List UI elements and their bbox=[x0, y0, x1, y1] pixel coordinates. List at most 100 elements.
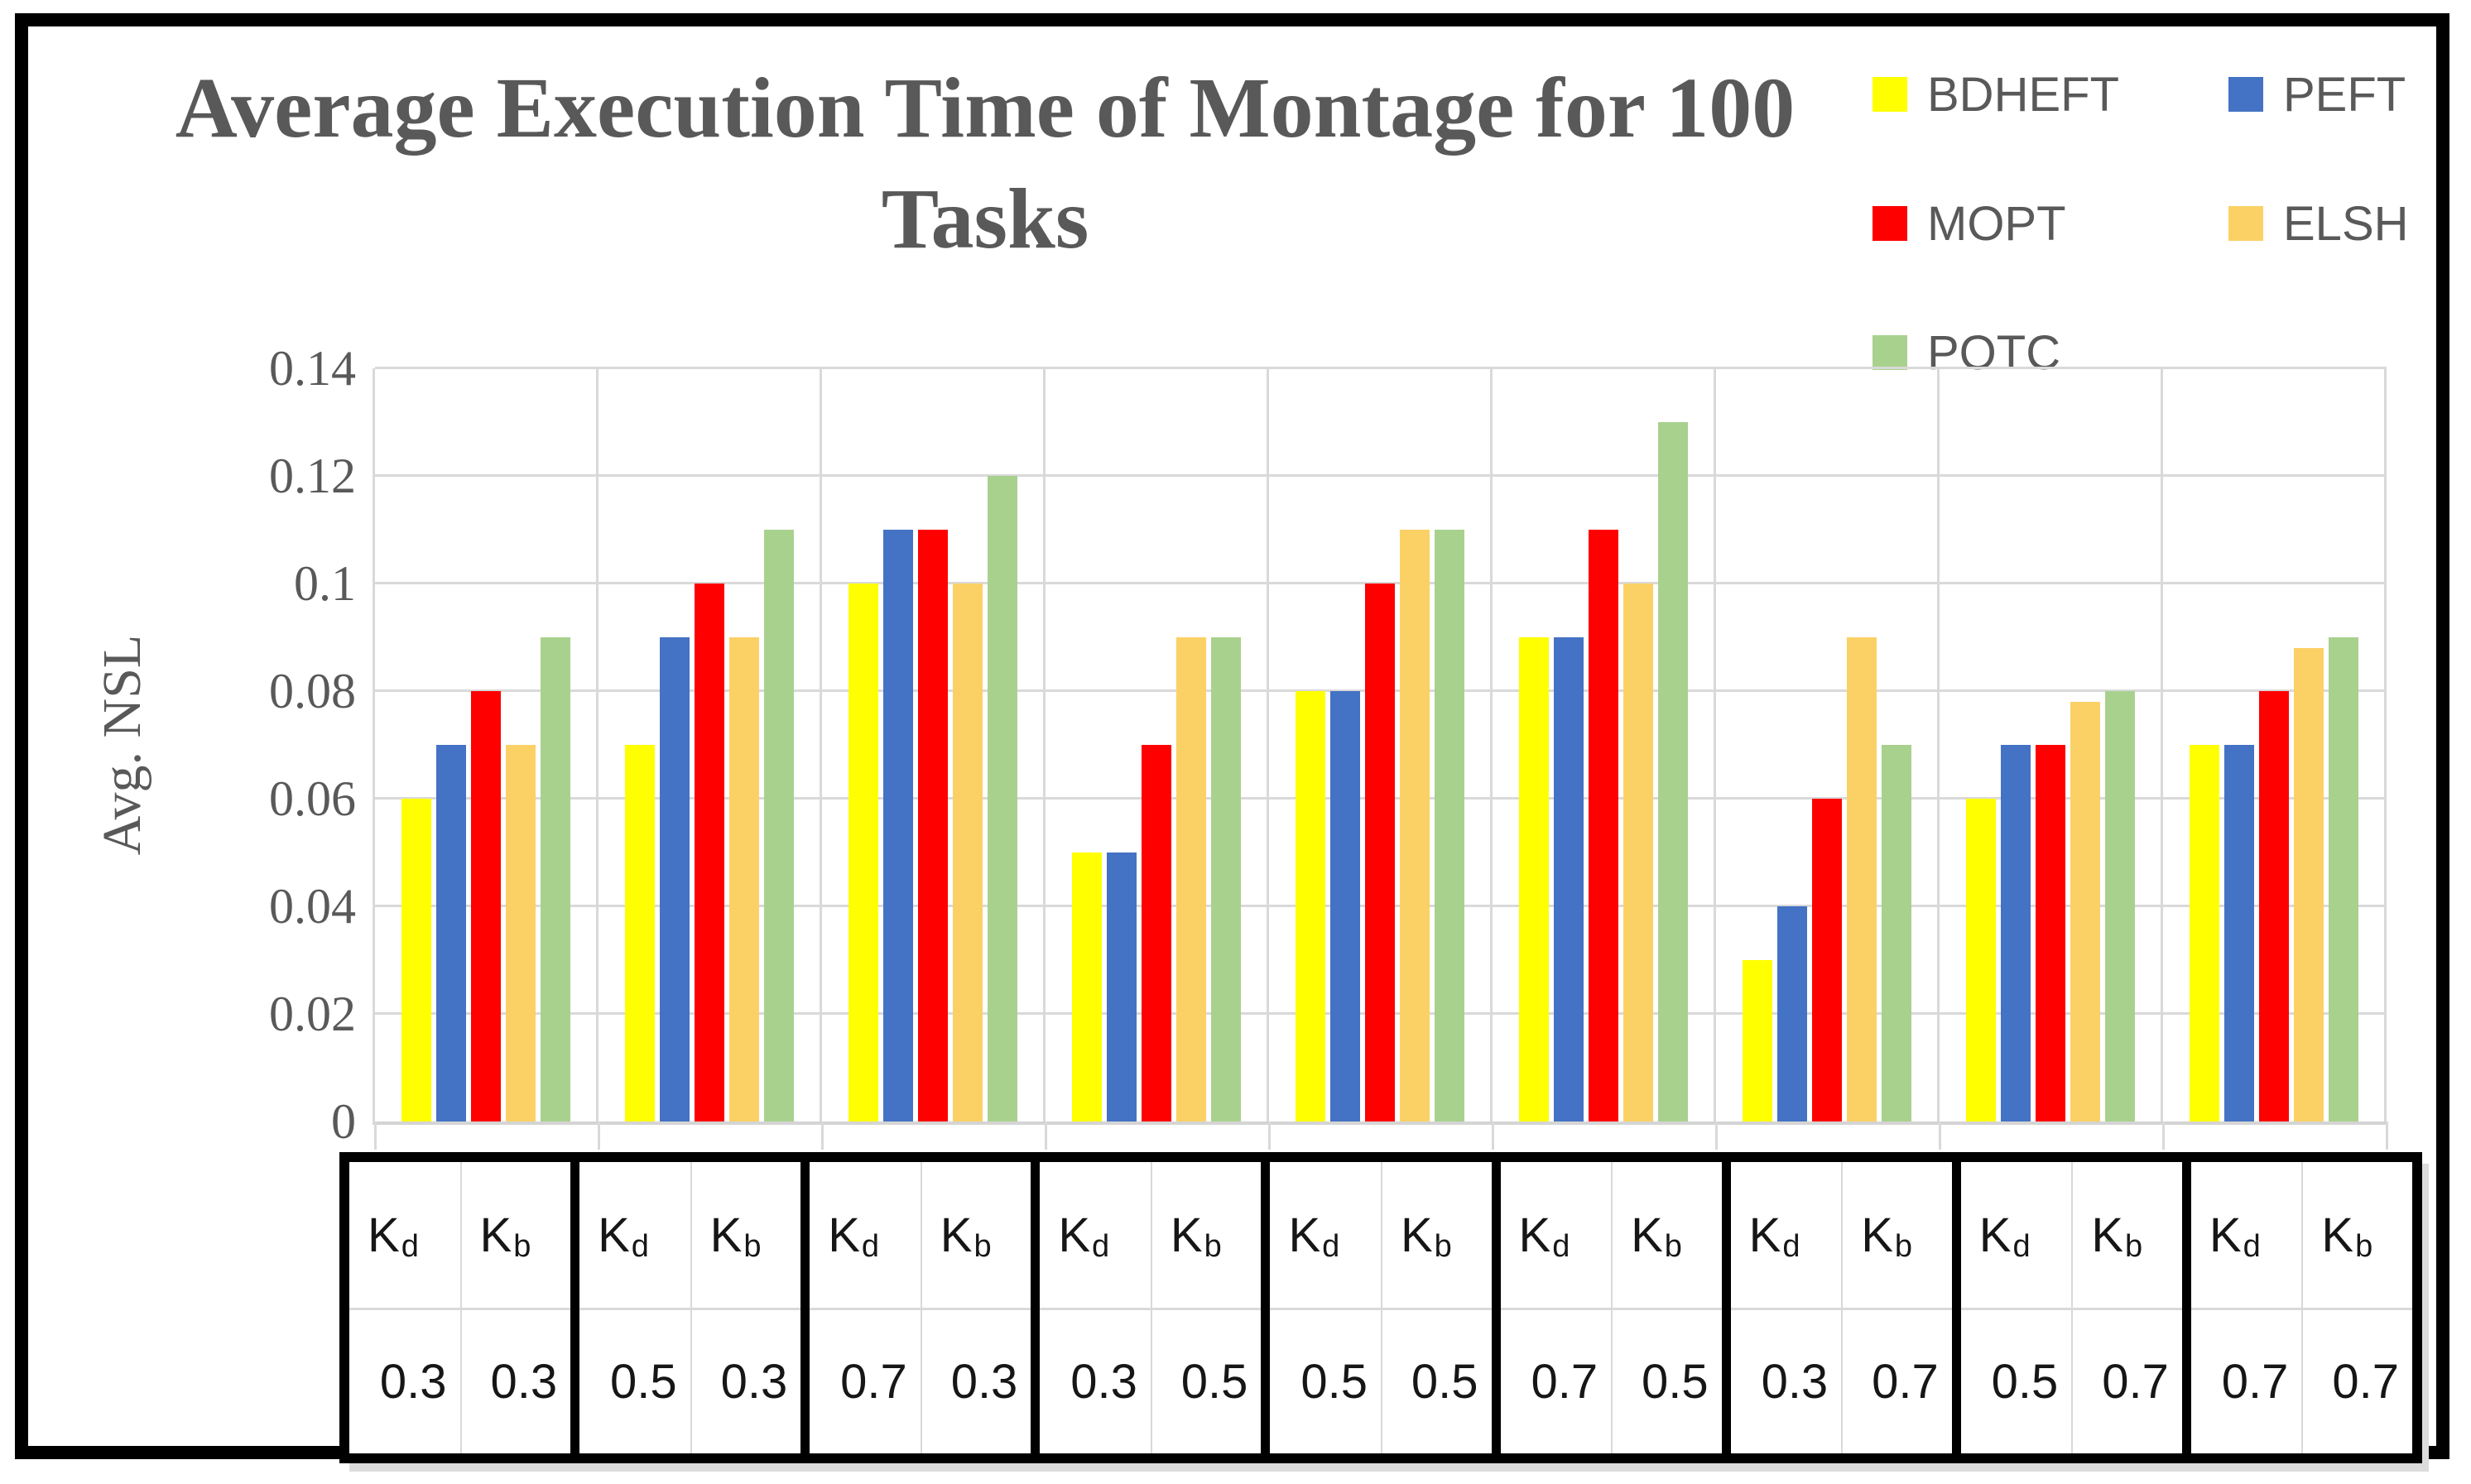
kd-subscript: d bbox=[631, 1228, 649, 1264]
kb-subscript: b bbox=[1664, 1228, 1682, 1264]
kb-value: 0.5 bbox=[1380, 1308, 1492, 1453]
bar-bdheft-g6 bbox=[1518, 637, 1549, 1121]
bar-potc-g5 bbox=[1434, 530, 1464, 1121]
kd-value: 0.7 bbox=[810, 1308, 921, 1453]
bar-potc-g3 bbox=[987, 476, 1017, 1121]
kd-subscript: d bbox=[1552, 1228, 1570, 1264]
kd-subscript: d bbox=[1322, 1228, 1340, 1264]
plot-area bbox=[373, 367, 2388, 1150]
kd-value: 0.3 bbox=[1730, 1308, 1842, 1453]
gridline bbox=[375, 367, 2387, 369]
legend-item-elsh: ELSH bbox=[2228, 196, 2471, 252]
legend-swatch-elsh bbox=[2228, 206, 2263, 241]
x-axis-tick bbox=[2161, 1121, 2165, 1150]
bar-elsh-g4 bbox=[1175, 637, 1206, 1121]
x-axis-tick bbox=[1492, 1121, 1494, 1150]
legend-item-potc: POTC bbox=[1872, 325, 2228, 381]
chart-title-line1: Average Execution Time of Montage for 10… bbox=[175, 60, 1796, 156]
kd-subscript: d bbox=[2243, 1228, 2261, 1264]
bar-potc-g6 bbox=[1657, 422, 1688, 1121]
bar-group-2 bbox=[599, 368, 822, 1121]
x-axis-tick bbox=[597, 1121, 600, 1150]
bar-elsh-g6 bbox=[1622, 584, 1653, 1121]
bar-elsh-g1 bbox=[505, 745, 536, 1121]
kb-subscript: b bbox=[1204, 1228, 1222, 1264]
bar-mopt-g9 bbox=[2258, 691, 2289, 1121]
bar-peft-g3 bbox=[882, 530, 913, 1121]
kd-subscript: d bbox=[2012, 1228, 2031, 1264]
bar-mopt-g4 bbox=[1141, 745, 1171, 1121]
bar-bdheft-g8 bbox=[1965, 799, 1996, 1121]
kd-value: 0.3 bbox=[349, 1308, 460, 1453]
bar-elsh-g8 bbox=[2070, 702, 2100, 1121]
x-axis-tick bbox=[2386, 1121, 2388, 1150]
kb-value: 0.7 bbox=[2071, 1308, 2182, 1453]
kb-value: 0.5 bbox=[1611, 1308, 1722, 1453]
kd-value: 0.5 bbox=[1270, 1308, 1381, 1453]
bar-mopt-g2 bbox=[694, 584, 724, 1121]
bar-group-4 bbox=[1046, 368, 1269, 1121]
bar-bdheft-g7 bbox=[1742, 960, 1772, 1121]
legend-swatch-bdheft bbox=[1872, 77, 1907, 112]
bar-group-1 bbox=[375, 368, 599, 1121]
y-tick-label: 0.08 bbox=[269, 664, 356, 719]
x-axis-tick bbox=[1714, 1121, 1718, 1150]
legend-item-peft: PEFT bbox=[2228, 67, 2471, 122]
x-axis-tick bbox=[1267, 1121, 1271, 1150]
bar-elsh-g9 bbox=[2293, 648, 2324, 1121]
legend: BDHEFT PEFT MOPT ELSH POTC bbox=[1872, 30, 2471, 417]
bar-potc-g8 bbox=[2104, 691, 2135, 1121]
legend-label-elsh: ELSH bbox=[2283, 196, 2409, 251]
kb-subscript: b bbox=[1894, 1228, 1913, 1264]
kb-subscript: b bbox=[1434, 1228, 1452, 1264]
bar-potc-g4 bbox=[1210, 637, 1241, 1121]
bar-mopt-g1 bbox=[470, 691, 501, 1121]
kd-value: 0.3 bbox=[1040, 1308, 1151, 1453]
kb-subscript: b bbox=[2355, 1228, 2373, 1264]
legend-swatch-peft bbox=[2228, 77, 2263, 112]
chart-title-line2: Tasks bbox=[881, 171, 1089, 267]
bar-group-7 bbox=[1716, 368, 1940, 1121]
y-tick-label: 0.04 bbox=[269, 879, 356, 934]
bar-elsh-g5 bbox=[1399, 530, 1430, 1121]
bar-mopt-g6 bbox=[1588, 530, 1618, 1121]
bar-peft-g5 bbox=[1329, 691, 1360, 1121]
legend-item-bdheft: BDHEFT bbox=[1872, 67, 2228, 122]
kd-value: 0.5 bbox=[579, 1308, 690, 1453]
x-axis-tick bbox=[820, 1121, 824, 1150]
bar-bdheft-g2 bbox=[624, 745, 655, 1121]
bar-group-9 bbox=[2163, 368, 2387, 1121]
bar-group-8 bbox=[1940, 368, 2163, 1121]
kd-subscript: d bbox=[1092, 1228, 1110, 1264]
bar-mopt-g7 bbox=[1811, 799, 1842, 1121]
bar-peft-g8 bbox=[2000, 745, 2031, 1121]
kd-value: 0.5 bbox=[1960, 1308, 2072, 1453]
legend-item-mopt: MOPT bbox=[1872, 196, 2228, 252]
kd-subscript: d bbox=[1782, 1228, 1800, 1264]
kd-subscript: d bbox=[401, 1228, 419, 1264]
gridline bbox=[375, 474, 2387, 477]
chart-title: Average Execution Time of Montage for 10… bbox=[108, 53, 1863, 275]
